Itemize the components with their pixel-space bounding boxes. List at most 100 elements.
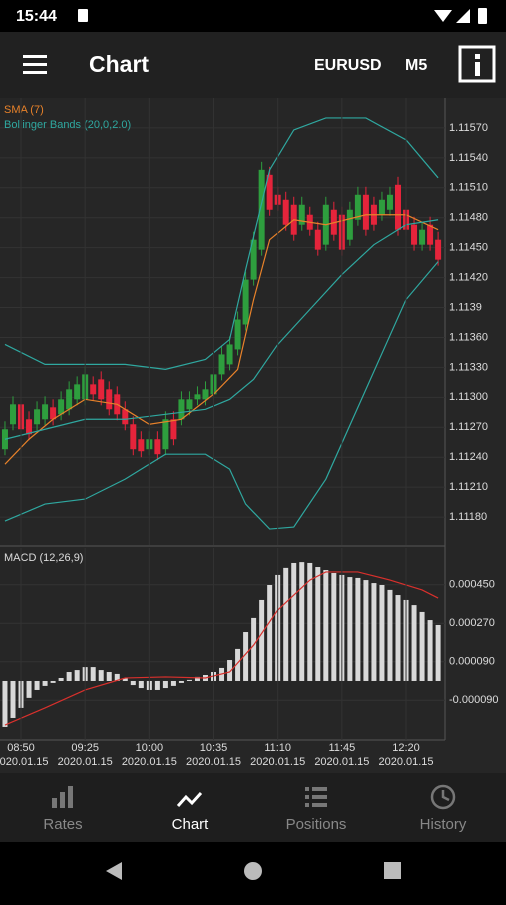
timeframe-button[interactable]: M5	[405, 57, 427, 74]
macd-bar	[98, 670, 104, 681]
nav-item[interactable]: Chart	[172, 816, 210, 833]
candle-body	[1, 429, 8, 450]
x-tick-label: 11:45	[328, 742, 355, 754]
macd-bar	[74, 670, 80, 681]
macd-bar	[395, 595, 401, 681]
macd-bar	[235, 648, 241, 681]
macd-bar	[291, 562, 297, 681]
x-tick-date: 2020.01.15	[314, 756, 369, 768]
candle-body	[362, 194, 369, 230]
candle-body	[394, 184, 401, 230]
macd-bar	[283, 567, 289, 681]
candle-body	[122, 409, 129, 425]
candle-body	[226, 344, 233, 365]
candle-body	[435, 239, 442, 260]
status-bar	[0, 0, 506, 32]
positions-icon	[305, 787, 327, 807]
x-tick-date: 2020.01.15	[0, 756, 49, 768]
candle-body	[186, 399, 193, 410]
macd-bar	[379, 584, 385, 681]
macd-bar	[299, 562, 305, 681]
y-tick-label: 1.11420	[449, 272, 488, 284]
macd-bar	[194, 676, 200, 681]
x-tick-label: 09:25	[71, 742, 99, 754]
y-tick-label: 1.11510	[449, 182, 488, 194]
macd-bar	[371, 583, 377, 681]
candle-body	[42, 404, 49, 420]
candle-body	[90, 384, 97, 395]
sd-icon	[78, 9, 88, 22]
y-tick-label: 1.11360	[449, 331, 488, 343]
x-tick-label: 10:00	[136, 742, 164, 754]
x-tick-label: 12:20	[392, 742, 420, 754]
candle-body	[178, 399, 185, 420]
macd-bar	[42, 680, 48, 686]
macd-bar	[411, 605, 417, 681]
macd-bar	[323, 570, 329, 681]
candle-body	[26, 419, 33, 435]
y-tick-label: 1.11270	[449, 421, 488, 433]
bottom-nav	[0, 773, 506, 842]
macd-bar	[259, 599, 265, 681]
candle-body	[346, 209, 353, 240]
macd-bar	[154, 680, 160, 690]
nav-item[interactable]: Rates	[43, 816, 82, 833]
y-tick-label: 1.11450	[449, 242, 488, 254]
macd-bar	[186, 679, 192, 681]
y-tick-label: 0.000450	[449, 579, 495, 591]
macd-bar	[90, 667, 96, 681]
candle-body	[419, 229, 426, 245]
legend-entry: MACD (12,26,9)	[4, 552, 83, 564]
macd-bar	[419, 611, 425, 681]
macd-bar	[26, 680, 32, 698]
macd-bar	[251, 617, 257, 681]
info-button[interactable]	[458, 45, 496, 83]
x-tick-date: 2020.01.15	[250, 756, 305, 768]
nav-item[interactable]: Positions	[286, 816, 347, 833]
bollinger-upper	[4, 117, 439, 371]
legend-entry: SMA (7)	[4, 104, 44, 116]
candle-body	[162, 419, 169, 450]
candle-body	[266, 174, 273, 210]
y-tick-label: 1.11480	[449, 212, 488, 224]
recents-button[interactable]	[384, 862, 401, 879]
symbol-button[interactable]: EURUSD	[314, 57, 382, 74]
y-tick-label: -0.000090	[449, 694, 499, 706]
candle-body	[58, 399, 65, 415]
bollinger-middle	[4, 219, 439, 440]
candle-body	[378, 199, 385, 215]
wifi-icon	[434, 10, 452, 22]
y-tick-label: 0.000090	[449, 656, 495, 668]
macd-bar	[331, 573, 337, 681]
menu-button[interactable]	[23, 55, 47, 74]
y-tick-label: 1.11210	[449, 481, 488, 493]
home-button[interactable]	[244, 862, 262, 880]
nav-item[interactable]: History	[420, 816, 467, 833]
macd-bar	[427, 620, 433, 681]
macd-bar	[106, 672, 112, 681]
battery-icon	[478, 8, 487, 24]
macd-bar	[162, 680, 168, 689]
x-tick-date: 2020.01.15	[186, 756, 241, 768]
macd-bar	[387, 589, 393, 681]
candle-body	[138, 439, 145, 452]
x-tick-date: 2020.01.15	[58, 756, 113, 768]
candle-body	[106, 389, 113, 410]
x-tick-label: 08:50	[7, 742, 35, 754]
macd-bar	[114, 673, 120, 681]
macd-bar	[34, 680, 40, 690]
macd-bar	[355, 577, 361, 681]
candle-body	[9, 404, 16, 425]
macd-bar	[315, 567, 321, 681]
macd-bar	[243, 632, 249, 681]
x-tick-label: 11:10	[264, 742, 291, 754]
candle-body	[202, 389, 209, 400]
macd-bar	[170, 680, 176, 686]
candle-body	[130, 424, 137, 450]
candle-body	[242, 279, 249, 325]
bollinger-lower	[4, 261, 439, 530]
candle-body	[282, 199, 289, 225]
signal-line	[4, 571, 439, 726]
back-button[interactable]	[106, 862, 122, 880]
